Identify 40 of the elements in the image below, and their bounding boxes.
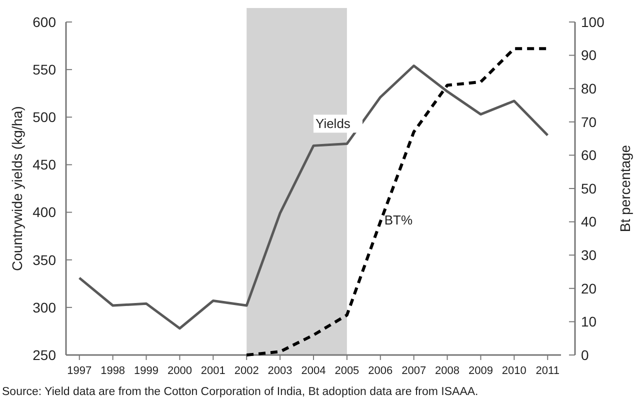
line-series [78,64,549,330]
y2-axis-title: Bt percentage [616,144,633,232]
y2-tick-label: 70 [581,114,597,130]
y2-tick-label: 40 [581,214,597,230]
y-tick-label: 300 [32,299,56,316]
x-tick-label: 2011 [536,365,560,377]
y-tick-label: 500 [32,109,56,126]
y2-tick-label: 50 [581,180,597,196]
source-note: Source: Yield data are from the Cotton Corporation of India, Bt adoption data are from ISAAA. [2,386,478,398]
y2-tick-label: 80 [581,80,597,96]
y-tick-label: 600 [32,14,56,30]
x-tick-label: 2006 [368,365,393,377]
y2-tick-label: 100 [581,14,605,30]
y2-tick-label: 60 [581,147,597,164]
x-tick-label: 1997 [67,365,92,377]
x-tick-label: 2005 [334,365,360,377]
x-tick-label: 2010 [502,365,526,377]
y-tick-label: 450 [32,156,56,173]
x-tick-label: 2002 [234,365,259,377]
y-tick-label: 350 [32,252,56,268]
x-tick-label: 2009 [468,365,493,377]
annotation: Yields [316,116,351,132]
annotation: BT% [384,212,414,228]
x-tick-label: 2008 [435,365,460,377]
y2-tick-label: 0 [581,346,589,363]
x-tick-label: 2004 [301,365,326,377]
x-tick-label: 1999 [134,365,159,377]
x-tick-label: 2007 [402,365,426,377]
y-tick-label: 550 [32,61,56,78]
y2-tick-label: 10 [581,314,597,330]
x-tick-label: 2003 [268,365,292,377]
y2-tick-label: 90 [581,47,597,64]
x-tick-label: 1998 [100,365,126,377]
y-tick-label: 250 [32,346,56,363]
y-axis-title: Countrywide yields (kg/ha) [8,106,25,271]
y-tick-label: 400 [32,204,56,220]
x-tick-label: 2000 [167,365,192,377]
x-tick-label: 2001 [200,365,226,377]
y2-tick-label: 30 [581,247,597,263]
y2-tick-label: 20 [581,280,597,296]
